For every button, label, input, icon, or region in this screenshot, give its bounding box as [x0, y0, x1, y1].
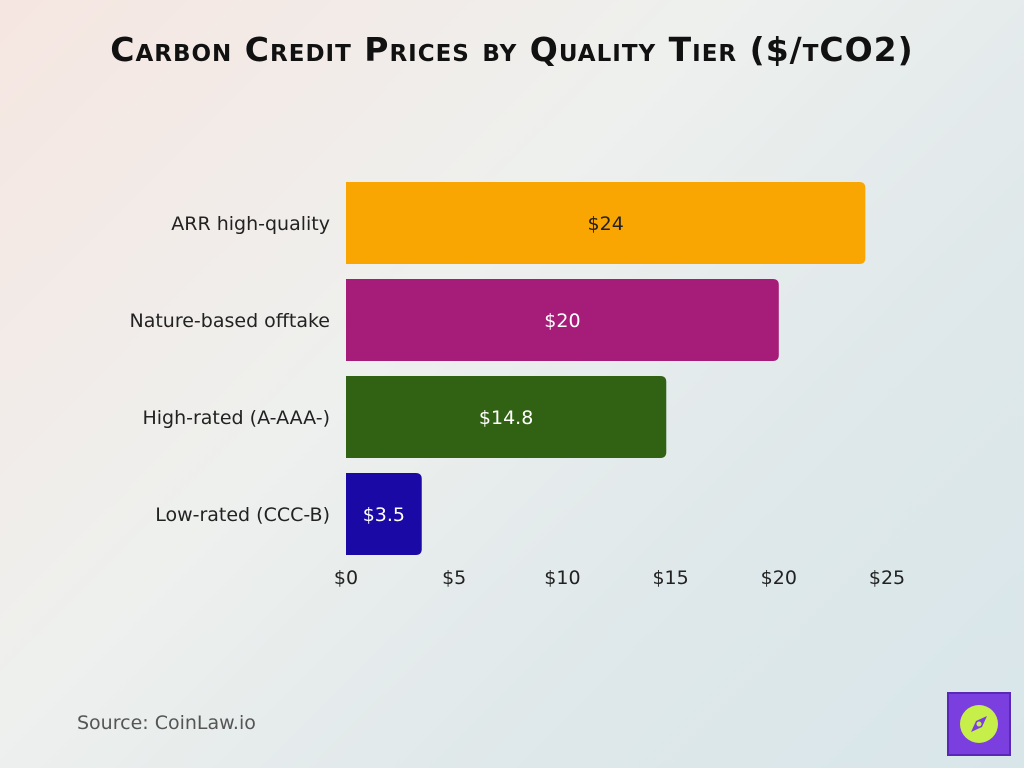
category-label: Low-rated (CCC-B)	[155, 504, 330, 526]
value-label: $3.5	[363, 504, 405, 526]
value-label: $20	[544, 310, 580, 332]
category-label: ARR high-quality	[171, 213, 330, 235]
value-label: $24	[588, 213, 624, 235]
brand-logo[interactable]	[947, 692, 1011, 756]
bar	[346, 473, 422, 555]
compass-icon	[960, 705, 998, 743]
x-tick-label: $10	[544, 567, 580, 589]
bar	[346, 376, 667, 458]
x-tick-label: $25	[869, 567, 905, 589]
bar	[346, 279, 779, 361]
source-note: Source: CoinLaw.io	[77, 712, 256, 734]
bar	[346, 182, 866, 264]
category-label: Nature-based offtake	[129, 310, 330, 332]
chart-title: Carbon Credit Prices by Quality Tier ($/…	[110, 30, 914, 69]
x-tick-label: $15	[652, 567, 688, 589]
x-tick-label: $5	[442, 567, 466, 589]
value-label: $14.8	[479, 407, 533, 429]
x-tick-label: $20	[761, 567, 797, 589]
x-tick-label: $0	[334, 567, 358, 589]
category-label: High-rated (A-AAA-)	[142, 407, 330, 429]
